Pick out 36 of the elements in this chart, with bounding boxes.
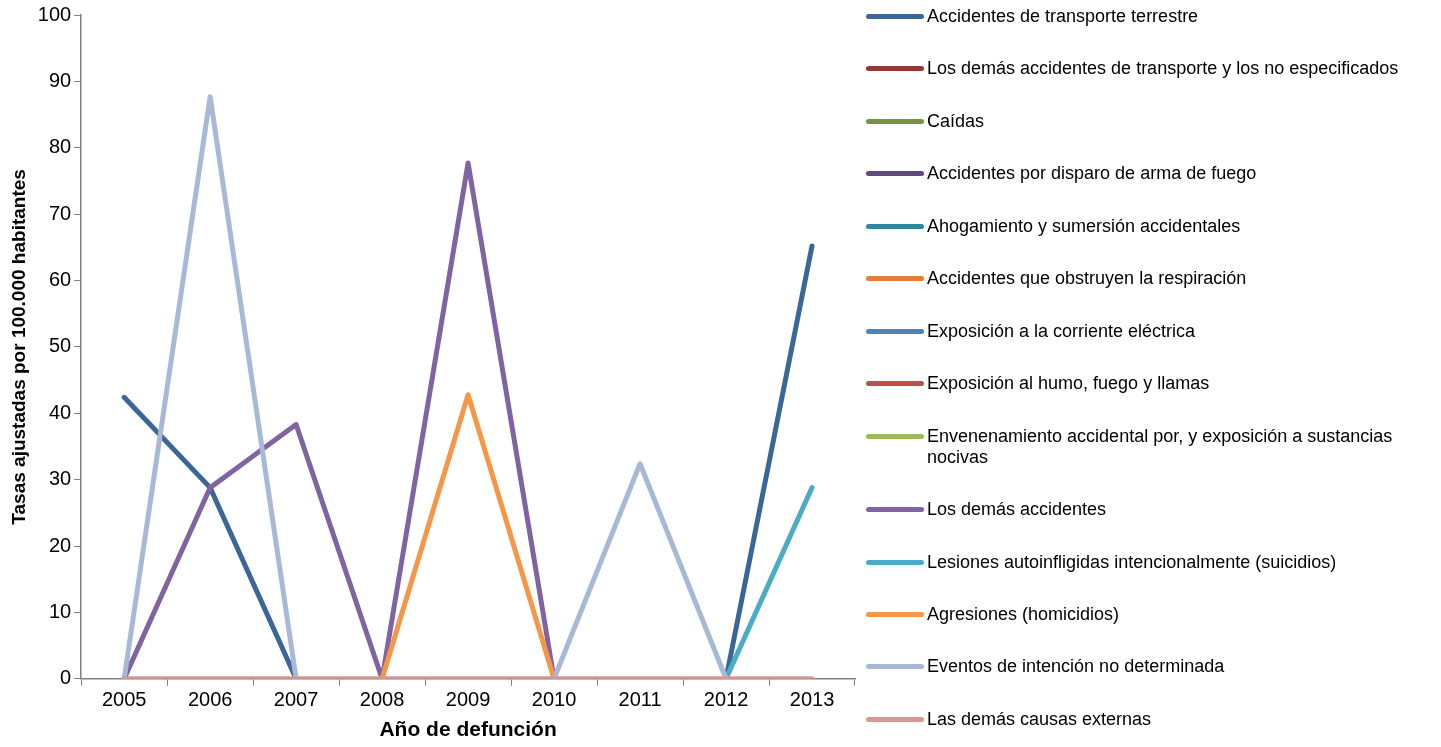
- y-tick-label: 0: [60, 666, 72, 689]
- legend-label: Caídas: [927, 110, 985, 132]
- legend-label: Eventos de intención no determinada: [927, 656, 1225, 678]
- legend-label: Exposición al humo, fuego y llamas: [927, 373, 1210, 395]
- y-tick-label: 30: [48, 467, 72, 490]
- x-tick-label: 2005: [101, 688, 147, 711]
- x-tick-label: 2011: [618, 688, 662, 711]
- legend-label: Las demás causas externas: [927, 708, 1152, 730]
- y-tick-label: 80: [48, 135, 72, 158]
- x-tick-label: 2009: [445, 688, 491, 711]
- x-tick-label: 2006: [187, 688, 233, 711]
- x-tick-label: 2013: [789, 688, 835, 711]
- legend-label: Agresiones (homicidios): [927, 603, 1120, 625]
- legend-label: Exposición a la corriente eléctrica: [927, 320, 1196, 342]
- legend-label: Lesiones autoinfligidas intencionalmente (suicidios): [927, 551, 1337, 573]
- legend-label: Accidentes por disparo de arma de fuego: [927, 163, 1257, 185]
- x-tick-label: 2007: [273, 688, 319, 711]
- legend-label: Ahogamiento y sumersión accidentales: [927, 215, 1241, 237]
- y-tick-label: 50: [48, 334, 72, 357]
- y-tick-label: 40: [48, 400, 72, 423]
- x-tick-label: 2012: [703, 688, 749, 711]
- x-tick-label: 2008: [359, 688, 405, 711]
- y-tick-label: 10: [48, 599, 72, 622]
- x-axis-title: Año de defunción: [379, 717, 557, 741]
- legend-label: Accidentes que obstruyen la respiración: [927, 268, 1247, 290]
- y-tick-label: 90: [48, 68, 72, 91]
- legend-label: Los demás accidentes de transporte y los no especificados: [927, 58, 1399, 80]
- y-tick-label: 60: [48, 268, 72, 291]
- legend-label: Los demás accidentes: [927, 499, 1107, 521]
- y-axis-title: Tasas ajustadas por 100.000 habitantes: [7, 169, 29, 525]
- y-tick-label: 20: [48, 533, 72, 556]
- legend-label: Accidentes de transporte terrestre: [927, 6, 1199, 27]
- y-tick-label: 70: [48, 201, 72, 224]
- y-tick-label: 100: [37, 2, 72, 25]
- legend-label: Envenenamiento accidental por, y exposición a sustancias nocivas: [927, 425, 1394, 468]
- x-tick-label: 2010: [531, 688, 577, 711]
